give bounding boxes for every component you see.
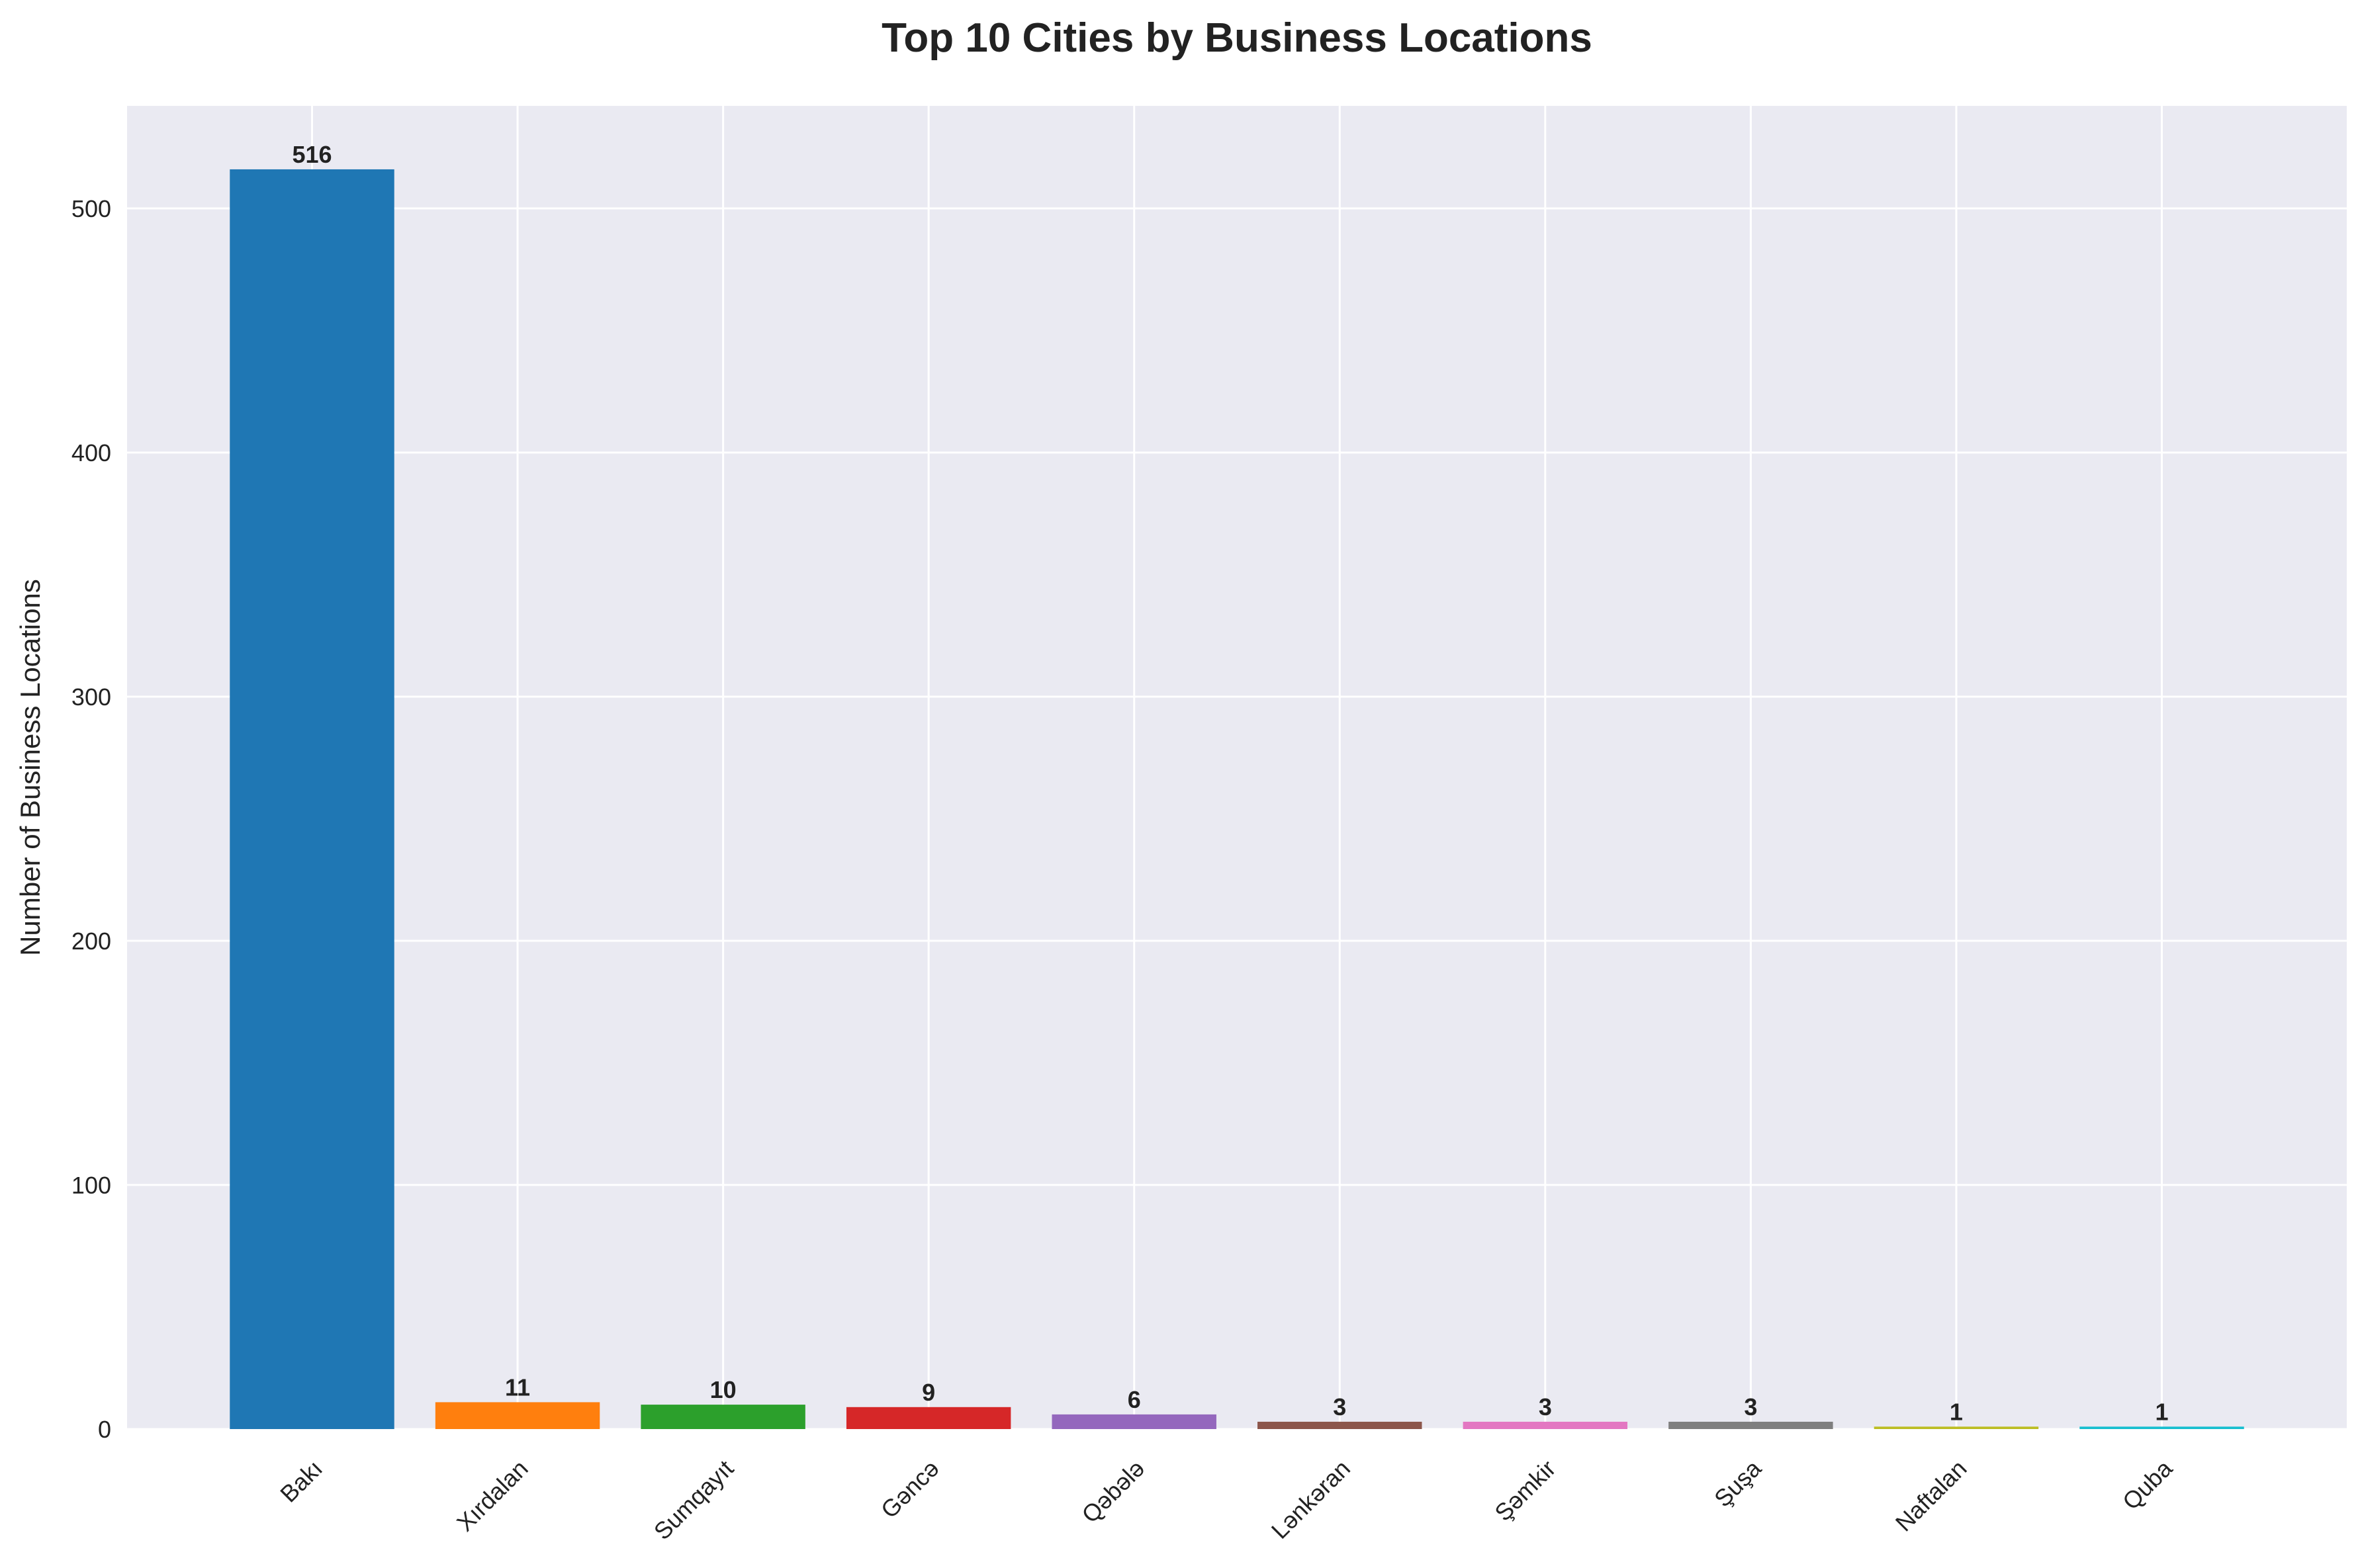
data-label: 10: [710, 1376, 737, 1403]
data-label: 3: [1333, 1393, 1346, 1420]
y-tick-label: 0: [98, 1416, 111, 1443]
x-tick-label: Qəbələ: [1076, 1455, 1150, 1528]
x-tick-label: Gəncə: [876, 1455, 944, 1524]
x-axis-ticks: Bakı Xırdalan Sumqayıt Gəncə Qəbələ Lənkəran Ş…: [275, 1454, 2178, 1545]
y-tick-label: 300: [71, 683, 111, 711]
x-tick-label: Xırdalan: [451, 1455, 533, 1537]
y-axis-label: Number of Business Locations: [15, 579, 46, 956]
bar: [230, 169, 394, 1430]
data-label: 9: [922, 1379, 935, 1406]
x-tick-label: Sumqayıt: [649, 1455, 739, 1546]
bar: [1257, 1421, 1422, 1429]
x-tick-label: Şəmkir: [1489, 1455, 1561, 1526]
y-tick-label: 400: [71, 439, 111, 466]
bar: [1874, 1426, 2039, 1429]
x-tick-label: Quba: [2117, 1454, 2178, 1515]
data-label: 3: [1539, 1393, 1552, 1420]
y-tick-label: 200: [71, 928, 111, 955]
bar: [1668, 1421, 1833, 1429]
bar: [435, 1402, 600, 1429]
data-label: 3: [1744, 1393, 1757, 1420]
x-tick-label: Lənkəran: [1266, 1455, 1355, 1544]
x-tick-label: Naftalan: [1890, 1455, 1972, 1537]
bar: [1463, 1421, 1628, 1429]
data-label: 6: [1128, 1386, 1141, 1413]
data-label: 1: [1950, 1398, 1963, 1425]
data-label: 516: [292, 141, 332, 168]
bar: [846, 1407, 1011, 1429]
grid-lines: [127, 106, 2347, 1430]
bar: [1052, 1414, 1216, 1429]
data-label: 11: [505, 1373, 530, 1401]
bar: [2079, 1426, 2244, 1429]
plot-area: [127, 106, 2347, 1429]
bars: [230, 169, 2244, 1430]
x-tick-label: Şuşa: [1709, 1454, 1767, 1512]
y-tick-label: 100: [71, 1172, 111, 1199]
chart-title: Top 10 Cities by Business Locations: [882, 15, 1592, 61]
x-tick-label: Bakı: [275, 1455, 328, 1508]
y-axis-ticks: 0 100 200 300 400 500: [71, 195, 111, 1443]
bar: [641, 1405, 805, 1429]
y-tick-label: 500: [71, 195, 111, 222]
data-label: 1: [2155, 1398, 2168, 1425]
